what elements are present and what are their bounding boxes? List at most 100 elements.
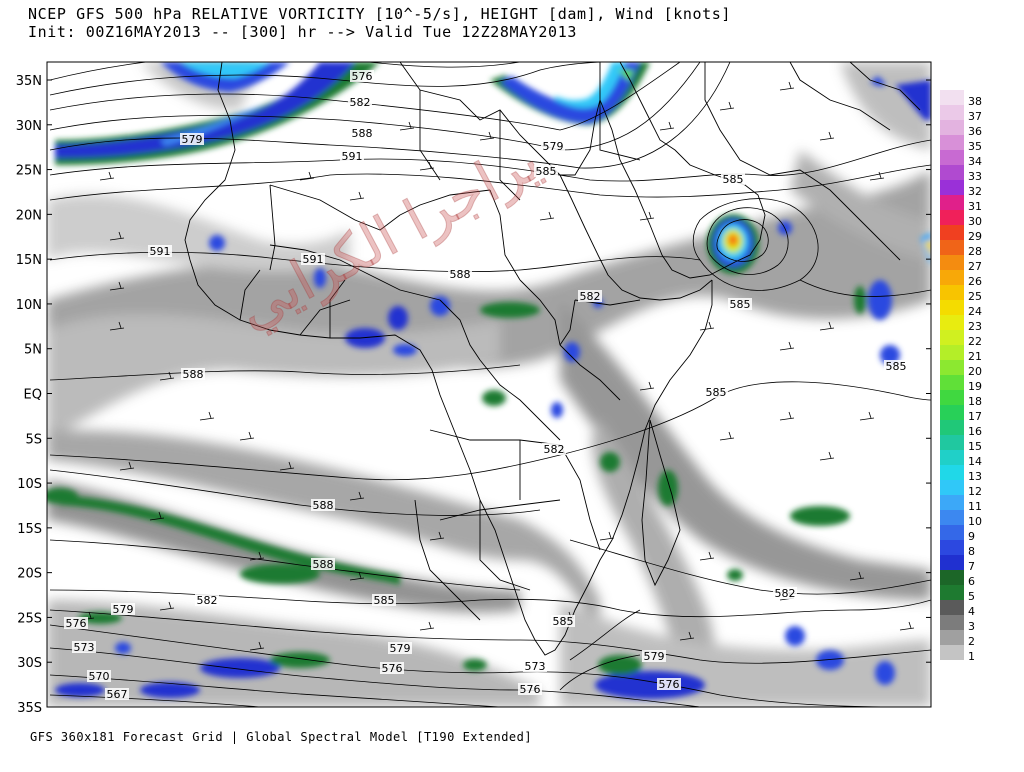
colorbar-swatch — [940, 420, 964, 435]
colorbar-label: 25 — [968, 290, 982, 303]
contour-label-bg — [372, 594, 396, 606]
contour-label-bg — [87, 670, 111, 682]
contour-label: 579 — [390, 642, 411, 655]
colorbar-label: 3 — [968, 620, 975, 633]
contour-label: 588 — [352, 127, 373, 140]
contour-label: 573 — [525, 660, 546, 673]
colorbar-label: 27 — [968, 260, 982, 273]
contour-label-bg — [301, 253, 325, 265]
colorbar-swatch — [940, 435, 964, 450]
footer-caption: GFS 360x181 Forecast Grid | Global Spect… — [30, 730, 533, 744]
colorbar-swatch — [940, 300, 964, 315]
contour-label: 585 — [730, 298, 751, 311]
contour-label: 576 — [659, 678, 680, 691]
contour-label: 585 — [886, 360, 907, 373]
colorbar-label: 33 — [968, 170, 982, 183]
contour-label: 588 — [313, 558, 334, 571]
colorbar-label: 30 — [968, 215, 982, 228]
contour-label-bg — [181, 368, 205, 380]
colorbar-swatch — [940, 120, 964, 135]
chart-title-line2: Init: 00Z16MAY2013 -- [300] hr --> Valid… — [28, 23, 577, 41]
latitude-label: 25N — [16, 164, 42, 179]
colorbar-label: 14 — [968, 455, 982, 468]
contour-label: 585 — [553, 615, 574, 628]
contour-label-bg — [350, 127, 374, 139]
colorbar-label: 5 — [968, 590, 975, 603]
contour-label-bg — [72, 641, 96, 653]
colorbar-label: 18 — [968, 395, 982, 408]
colorbar-label: 21 — [968, 350, 982, 363]
colorbar-swatch — [940, 525, 964, 540]
colorbar-label: 9 — [968, 530, 975, 543]
latitude-label: 25S — [17, 611, 42, 626]
contour-label: 591 — [342, 150, 363, 163]
colorbar-swatch — [940, 375, 964, 390]
colorbar-swatch — [940, 465, 964, 480]
colorbar-swatch — [940, 315, 964, 330]
colorbar-label: 29 — [968, 230, 982, 243]
contour-label-bg — [311, 558, 335, 570]
latitude-label: 35N — [16, 74, 42, 89]
contour-label: 567 — [107, 688, 128, 701]
colorbar-label: 4 — [968, 605, 975, 618]
colorbar-label: 17 — [968, 410, 982, 423]
contour-label-bg — [518, 683, 542, 695]
colorbar-swatch — [940, 240, 964, 255]
contour-label: 585 — [706, 386, 727, 399]
contour-label: 582 — [580, 290, 601, 303]
colorbar-swatch — [940, 495, 964, 510]
colorbar-label: 6 — [968, 575, 975, 588]
contour-label: 585 — [374, 594, 395, 607]
latitude-label: 30N — [16, 119, 42, 134]
contour-label-bg — [64, 617, 88, 629]
contour-label: 588 — [450, 268, 471, 281]
colorbar-label: 26 — [968, 275, 982, 288]
colorbar-swatch — [940, 540, 964, 555]
colorbar-swatch — [940, 105, 964, 120]
colorbar-swatch — [940, 585, 964, 600]
contour-label-bg — [350, 70, 374, 82]
contour-label-bg — [448, 268, 472, 280]
coastlines — [184, 62, 921, 656]
contour-label-bg — [111, 603, 135, 615]
colorbar-swatch — [940, 555, 964, 570]
contour-label-bg — [541, 140, 565, 152]
colorbar-label: 31 — [968, 200, 982, 213]
contour-label-bg — [195, 594, 219, 606]
contour-label: 588 — [183, 368, 204, 381]
colorbar-swatch — [940, 450, 964, 465]
contour-label-bg — [180, 133, 204, 145]
contour-label-bg — [311, 499, 335, 511]
colorbar-label: 23 — [968, 320, 982, 333]
colorbar-swatch — [940, 480, 964, 495]
latitude-label: 20S — [17, 567, 42, 582]
colorbar-swatch — [940, 255, 964, 270]
colorbar-swatch — [940, 330, 964, 345]
contour-label: 579 — [113, 603, 134, 616]
colorbar-swatch — [940, 90, 964, 105]
colorbar-swatch — [940, 285, 964, 300]
latitude-label: 15N — [16, 253, 42, 268]
colorbar: 3837363534333231302928272625242322212019… — [940, 90, 982, 663]
contour-label-bg — [551, 615, 575, 627]
colorbar-swatch — [940, 510, 964, 525]
contour-label-bg — [704, 386, 728, 398]
colorbar-label: 34 — [968, 155, 982, 168]
latitude-label: 5N — [24, 343, 42, 358]
colorbar-label: 12 — [968, 485, 982, 498]
colorbar-swatch — [940, 150, 964, 165]
latitude-label: 35S — [17, 701, 42, 716]
contour-label-bg — [721, 173, 745, 185]
contour-label-bg — [884, 360, 908, 372]
contour-label: 582 — [350, 96, 371, 109]
contour-label-bg — [578, 290, 602, 302]
contour-label-bg — [773, 587, 797, 599]
colorbar-label: 8 — [968, 545, 975, 558]
colorbar-label: 16 — [968, 425, 982, 438]
colorbar-label: 32 — [968, 185, 982, 198]
colorbar-label: 10 — [968, 515, 982, 528]
colorbar-label: 1 — [968, 650, 975, 663]
colorbar-swatch — [940, 195, 964, 210]
contour-label-bg — [534, 165, 558, 177]
